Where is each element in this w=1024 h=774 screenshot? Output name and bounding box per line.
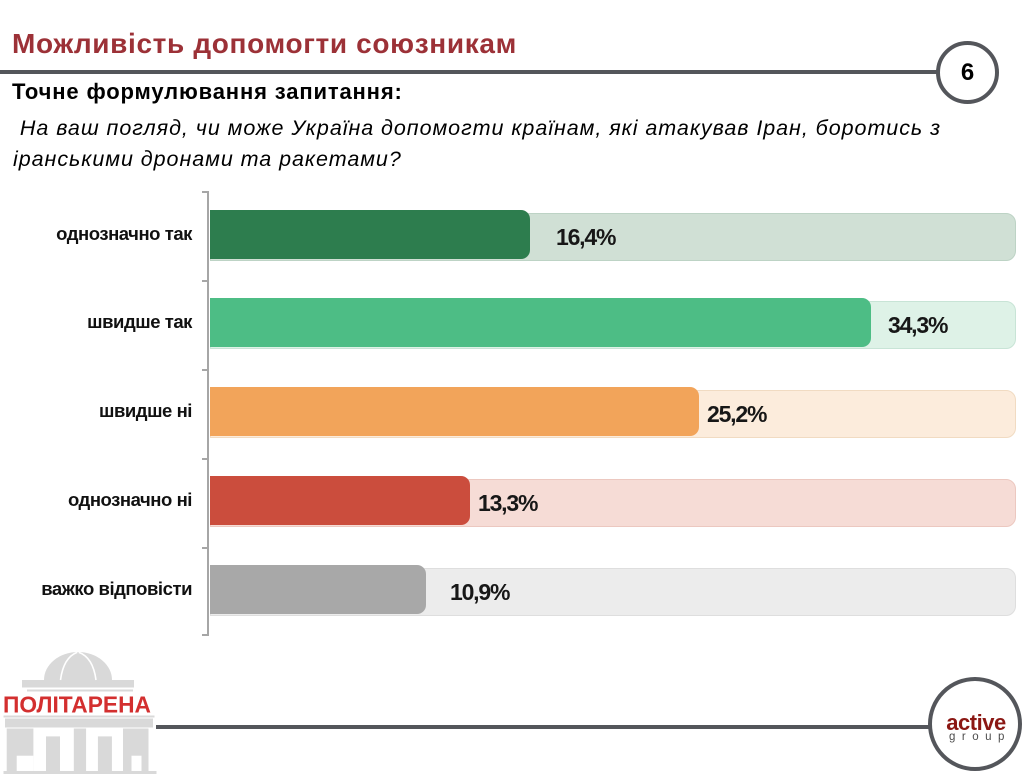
svg-text:ПОЛІТАРЕНА: ПОЛІТАРЕНА [3,692,151,718]
